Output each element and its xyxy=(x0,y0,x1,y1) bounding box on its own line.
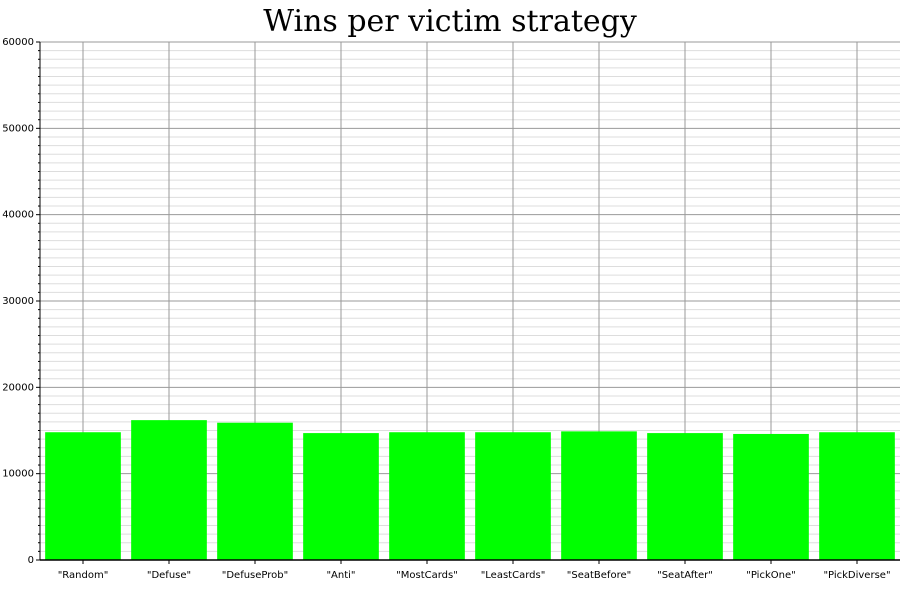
x-tick-label: "Defuse" xyxy=(147,570,191,581)
x-tick-label: "MostCards" xyxy=(396,570,458,581)
chart-title: Wins per victim strategy xyxy=(263,4,637,39)
x-tick-label: "PickDiverse" xyxy=(823,570,890,581)
y-tick-label: 60000 xyxy=(2,37,34,48)
x-tick-label: "Random" xyxy=(58,570,109,581)
y-tick-label: 30000 xyxy=(2,296,34,307)
y-tick-labels: 0 10000 20000 30000 40000 50000 60000 xyxy=(2,37,34,566)
bar xyxy=(819,432,895,560)
y-tick-label: 50000 xyxy=(2,123,34,134)
y-tick-label: 0 xyxy=(28,555,34,566)
x-tick-label: "DefuseProb" xyxy=(222,570,288,581)
y-tick-label: 20000 xyxy=(2,382,34,393)
bar xyxy=(561,431,637,560)
x-tick-label: "SeatAfter" xyxy=(657,570,713,581)
bar xyxy=(217,422,293,560)
x-tick-labels: "Random" "Defuse" "DefuseProb" "Anti" "MostC… xyxy=(58,570,891,581)
bar xyxy=(733,433,809,560)
x-tick-label: "PickOne" xyxy=(746,570,795,581)
x-tick-label: "LeastCards" xyxy=(481,570,546,581)
x-tick-label: "Anti" xyxy=(326,570,355,581)
y-tick-label: 40000 xyxy=(2,210,34,221)
bar xyxy=(131,420,207,560)
bar xyxy=(475,432,551,560)
bar xyxy=(45,432,121,560)
x-tick-label: "SeatBefore" xyxy=(567,570,631,581)
bar xyxy=(389,432,465,560)
y-tick-label: 10000 xyxy=(2,469,34,480)
bars xyxy=(45,420,895,560)
bar xyxy=(647,433,723,560)
axes xyxy=(36,41,900,564)
bar xyxy=(303,433,379,560)
